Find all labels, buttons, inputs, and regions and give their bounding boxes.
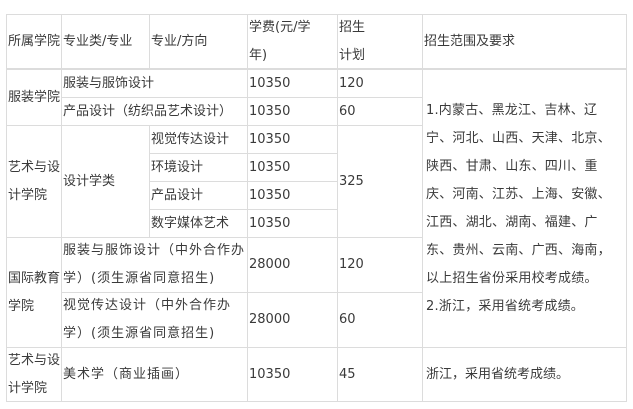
header-college-text: 所属学院 <box>8 33 61 49</box>
fee-cell: 10350 <box>247 69 338 98</box>
college-text: 艺术与设计学院 <box>8 159 61 203</box>
direction-text: 产品设计 <box>151 187 204 203</box>
header-college: 所属学院 <box>6 14 62 69</box>
college-cell: 艺术与设计学院 <box>6 347 62 402</box>
direction-cell: 环境设计 <box>149 153 248 182</box>
college-text: 服装学院 <box>8 89 61 105</box>
direction-cell: 数字媒体艺术 <box>149 209 248 238</box>
college-cell: 艺术与设计学院 <box>6 125 62 238</box>
header-fee: 学费(元/学年) <box>247 14 338 69</box>
college-cell: 国际教育学院 <box>6 237 62 348</box>
fee-cell: 28000 <box>247 292 338 348</box>
fee-cell: 10350 <box>247 125 338 154</box>
quota-cell: 120 <box>337 237 423 293</box>
quota-cell: 60 <box>337 97 423 126</box>
direction-text: 视觉传达设计 <box>151 131 230 147</box>
fee-cell: 10350 <box>247 97 338 126</box>
quota-text: 120 <box>339 257 364 272</box>
fee-text: 10350 <box>249 75 291 91</box>
major-text: 视觉传达设计（中外合作办学）(须生源省同意招生) <box>63 298 232 341</box>
quota-cell: 325 <box>337 125 423 238</box>
scope-cell: 1.内蒙古、黑龙江、吉林、辽宁、河北、山西、天津、北京、陕西、甘肃、山东、四川、… <box>422 69 627 348</box>
header-scope: 招生范围及要求 <box>422 14 627 69</box>
category-text: 设计学类 <box>63 173 116 189</box>
quota-text: 60 <box>339 312 356 327</box>
fee-text: 10350 <box>249 366 291 382</box>
header-direction-text: 专业/方向 <box>151 33 208 49</box>
header-category-text: 专业类/专业 <box>63 33 133 49</box>
quota-cell: 120 <box>337 69 423 98</box>
major-text: 服装与服饰设计 <box>63 75 155 91</box>
header-fee-text: 学费(元/学年) <box>249 19 311 63</box>
header-scope-text: 招生范围及要求 <box>424 33 516 49</box>
direction-cell: 产品设计 <box>149 181 248 210</box>
major-text: 产品设计（纺织品艺术设计） <box>63 103 233 119</box>
college-text: 国际教育学院 <box>8 270 61 314</box>
scope-text: 2.浙江，采用省统考成绩。 <box>426 298 585 314</box>
college-text: 艺术与设计学院 <box>8 352 61 396</box>
major-cell: 视觉传达设计（中外合作办学）(须生源省同意招生) <box>61 292 248 348</box>
major-text: 美术学（商业插画） <box>63 366 190 382</box>
direction-text: 数字媒体艺术 <box>151 215 230 231</box>
header-quota: 招生计划 <box>337 14 423 69</box>
college-cell: 服装学院 <box>6 69 62 126</box>
fee-text: 10350 <box>249 131 291 147</box>
scope-text: 1.内蒙古、黑龙江、吉林、辽宁、河北、山西、天津、北京、陕西、甘肃、山东、四川、… <box>426 102 611 286</box>
scope-cell: 浙江，采用省统考成绩。 <box>422 347 627 402</box>
header-quota-text: 招生计划 <box>339 19 366 63</box>
major-cell: 服装与服饰设计 <box>61 69 248 98</box>
major-cell: 服装与服饰设计（中外合作办学）(须生源省同意招生) <box>61 237 248 293</box>
fee-text: 10350 <box>249 103 291 119</box>
fee-cell: 10350 <box>247 153 338 182</box>
quota-text: 325 <box>339 173 364 189</box>
fee-cell: 10350 <box>247 181 338 210</box>
fee-text: 28000 <box>249 257 291 272</box>
fee-cell: 10350 <box>247 209 338 238</box>
fee-cell: 10350 <box>247 347 338 402</box>
fee-text: 28000 <box>249 312 291 327</box>
major-text: 服装与服饰设计（中外合作办学）(须生源省同意招生) <box>63 243 246 286</box>
header-direction: 专业/方向 <box>149 14 248 69</box>
quota-cell: 60 <box>337 292 423 348</box>
major-cell: 产品设计（纺织品艺术设计） <box>61 97 248 126</box>
header-category: 专业类/专业 <box>61 14 150 69</box>
category-cell: 设计学类 <box>61 125 150 238</box>
scope-text: 浙江，采用省统考成绩。 <box>426 366 570 382</box>
fee-text: 10350 <box>249 159 291 175</box>
quota-text: 120 <box>339 75 364 91</box>
fee-text: 10350 <box>249 187 291 203</box>
major-cell: 美术学（商业插画） <box>61 347 248 402</box>
quota-text: 60 <box>339 103 356 119</box>
fee-text: 10350 <box>249 215 291 231</box>
direction-cell: 视觉传达设计 <box>149 125 248 154</box>
fee-cell: 28000 <box>247 237 338 293</box>
quota-cell: 45 <box>337 347 423 402</box>
direction-text: 环境设计 <box>151 159 204 175</box>
quota-text: 45 <box>339 366 356 382</box>
